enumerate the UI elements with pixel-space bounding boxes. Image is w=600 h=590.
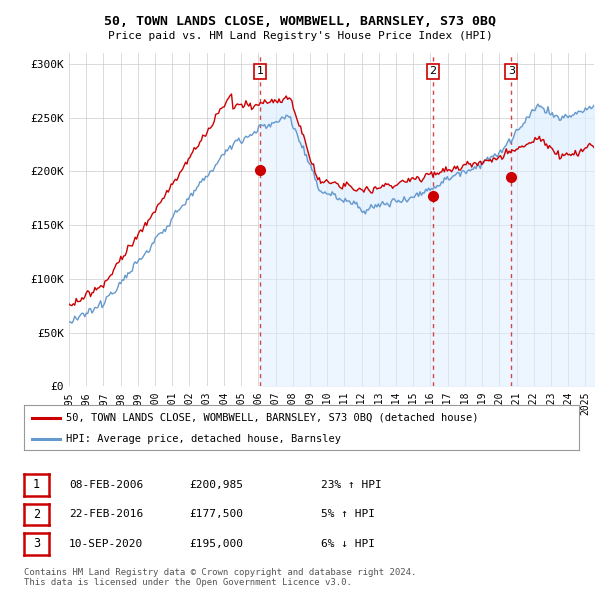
Text: HPI: Average price, detached house, Barnsley: HPI: Average price, detached house, Barn…: [65, 434, 341, 444]
Text: 10-SEP-2020: 10-SEP-2020: [69, 539, 143, 549]
Text: 6% ↓ HPI: 6% ↓ HPI: [321, 539, 375, 549]
Text: 23% ↑ HPI: 23% ↑ HPI: [321, 480, 382, 490]
Text: 5% ↑ HPI: 5% ↑ HPI: [321, 510, 375, 519]
Text: 2: 2: [430, 67, 437, 77]
Text: 1: 1: [33, 478, 40, 491]
Text: 1: 1: [257, 67, 263, 77]
Text: Contains HM Land Registry data © Crown copyright and database right 2024.
This d: Contains HM Land Registry data © Crown c…: [24, 568, 416, 587]
Text: 3: 3: [33, 537, 40, 550]
Text: £200,985: £200,985: [189, 480, 243, 490]
Text: Price paid vs. HM Land Registry's House Price Index (HPI): Price paid vs. HM Land Registry's House …: [107, 31, 493, 41]
Text: 08-FEB-2006: 08-FEB-2006: [69, 480, 143, 490]
Text: £177,500: £177,500: [189, 510, 243, 519]
Text: £195,000: £195,000: [189, 539, 243, 549]
Text: 50, TOWN LANDS CLOSE, WOMBWELL, BARNSLEY, S73 0BQ (detached house): 50, TOWN LANDS CLOSE, WOMBWELL, BARNSLEY…: [65, 413, 478, 422]
Text: 50, TOWN LANDS CLOSE, WOMBWELL, BARNSLEY, S73 0BQ: 50, TOWN LANDS CLOSE, WOMBWELL, BARNSLEY…: [104, 15, 496, 28]
Text: 3: 3: [508, 67, 515, 77]
Text: 22-FEB-2016: 22-FEB-2016: [69, 510, 143, 519]
Text: 2: 2: [33, 508, 40, 521]
